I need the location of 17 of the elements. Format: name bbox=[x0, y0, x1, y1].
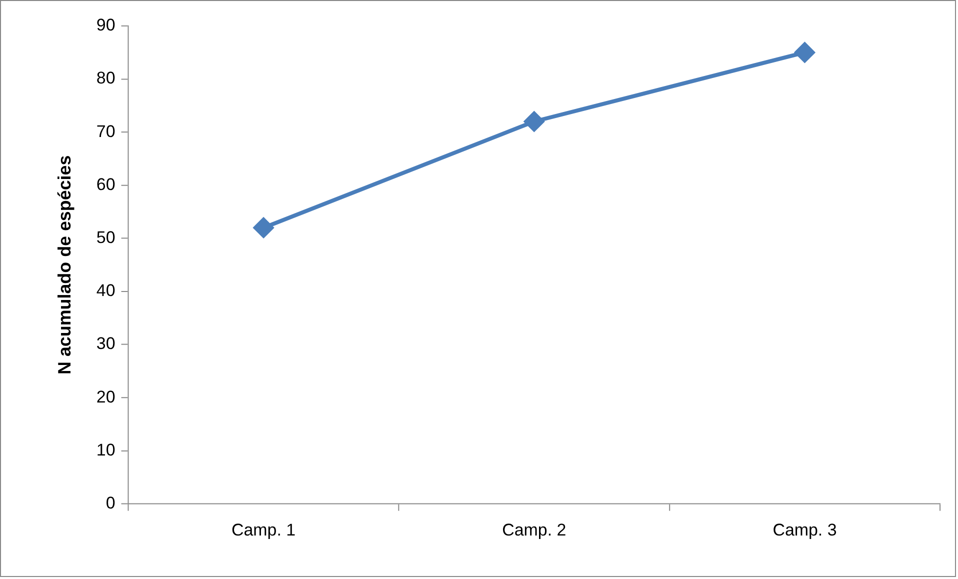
x-tick-label: Camp. 1 bbox=[232, 520, 296, 540]
x-tick-label: Camp. 2 bbox=[502, 520, 566, 540]
y-tick-label: 20 bbox=[96, 387, 116, 406]
y-tick-label: 90 bbox=[96, 16, 116, 35]
y-tick-label: 80 bbox=[96, 68, 116, 88]
point bbox=[794, 42, 815, 62]
point bbox=[524, 112, 544, 132]
y-tick-label: 50 bbox=[96, 228, 116, 247]
y-tick-label: 40 bbox=[96, 281, 116, 300]
y-tick-label: 70 bbox=[96, 122, 116, 141]
y-tick-label: 10 bbox=[96, 440, 116, 460]
y-axis-title: N acumulado de espécies bbox=[54, 155, 75, 374]
x-tick-label: Camp. 3 bbox=[772, 520, 837, 540]
y-tick-label: 60 bbox=[96, 174, 116, 194]
point bbox=[254, 218, 274, 238]
y-tick-label: 0 bbox=[106, 494, 116, 513]
y-tick-label: 30 bbox=[96, 334, 116, 354]
